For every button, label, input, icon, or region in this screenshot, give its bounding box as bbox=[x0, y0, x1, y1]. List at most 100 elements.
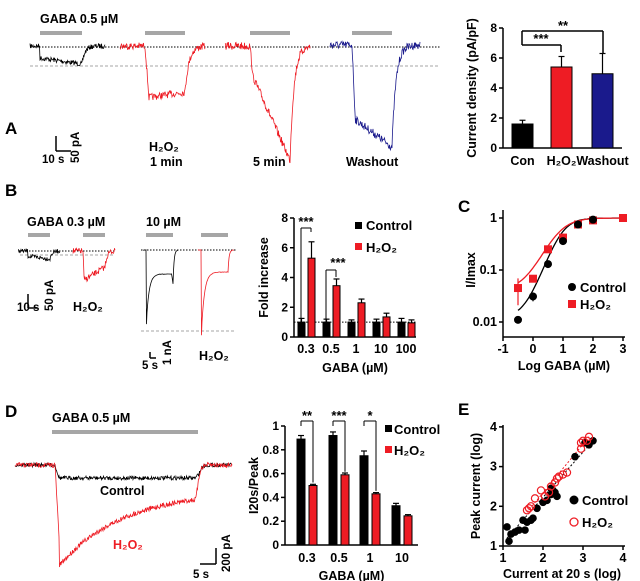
b-bar-h2o2 bbox=[357, 302, 366, 338]
b-bar-control bbox=[297, 321, 306, 338]
b-chart-y-tick-label: 8 bbox=[281, 211, 288, 225]
d-legend-h2o2-marker bbox=[385, 446, 392, 453]
a-x-tick-label: Con bbox=[510, 154, 534, 168]
d-x-tick-label: 0.3 bbox=[298, 551, 315, 565]
c-point-h2o2 bbox=[514, 284, 522, 293]
d-chart-y-tick-label: 0.6 bbox=[262, 467, 279, 481]
b-bar-control bbox=[347, 321, 356, 338]
a-5min-label: 5 min bbox=[253, 155, 286, 169]
b-chart-y-tick-label: 2 bbox=[281, 300, 288, 314]
c-point-control bbox=[529, 292, 537, 301]
d-chart-y-label: I20s/Peak bbox=[247, 457, 261, 514]
e-point-control bbox=[515, 526, 523, 534]
c-legend-control-label: Control bbox=[580, 280, 626, 295]
b-stimulus-low-label: GABA 0.3 µM bbox=[27, 215, 105, 229]
e-point-h2o2 bbox=[562, 468, 572, 477]
c-point-control bbox=[514, 315, 522, 324]
c-y-tick-label: 0.01 bbox=[473, 315, 497, 329]
d-stimulus-label: GABA 0.5 µM bbox=[52, 411, 130, 425]
b-sig-label-1: *** bbox=[298, 214, 314, 229]
a-scale-current: 50 pA bbox=[70, 132, 82, 163]
d-chart-y-tick-label: 0.8 bbox=[262, 443, 279, 457]
e-point-control bbox=[521, 526, 529, 534]
d-bar-h2o2 bbox=[308, 485, 318, 546]
c-legend-h2o2-label: H₂O₂ bbox=[580, 297, 611, 312]
e-point-h2o2 bbox=[524, 504, 534, 513]
d-sig-2-label: *** bbox=[331, 408, 347, 423]
e-point-h2o2 bbox=[576, 444, 586, 453]
d-x-tick-label: 10 bbox=[395, 551, 409, 565]
a-trace-control bbox=[29, 42, 106, 67]
c-x-tick-label: 1 bbox=[560, 342, 567, 356]
e-y-tick-label: 1 bbox=[490, 539, 497, 553]
b-bar-h2o2 bbox=[307, 257, 316, 338]
panel-label-d: D bbox=[5, 402, 17, 421]
b-bar-control bbox=[397, 321, 406, 338]
e-y-label: Peak current (log) bbox=[469, 433, 483, 539]
e-point-control bbox=[547, 484, 555, 493]
a-sig-label-2: ** bbox=[558, 18, 569, 33]
a-stim-bar-1min bbox=[145, 31, 185, 35]
d-scale-current: 200 pA bbox=[221, 534, 233, 572]
d-bar-h2o2 bbox=[371, 493, 381, 546]
b-x-tick-label: 0.5 bbox=[322, 342, 339, 356]
a-1min-label: 1 min bbox=[150, 155, 183, 169]
b-h2o2-low-label: H₂O₂ bbox=[73, 300, 103, 314]
c-point-h2o2 bbox=[529, 274, 537, 283]
b-chart-y-tick-label: 6 bbox=[281, 241, 288, 255]
c-point-control bbox=[559, 237, 567, 246]
e-point-control bbox=[589, 436, 597, 445]
c-y-tick-label: 1 bbox=[490, 211, 497, 225]
a-bar-0 bbox=[511, 123, 534, 149]
e-point-control bbox=[571, 452, 579, 461]
e-legend-h2o2-marker bbox=[569, 517, 579, 527]
e-x-tick-label: 1 bbox=[500, 551, 507, 565]
a-chart-y-tick-label: 6 bbox=[490, 51, 497, 65]
e-y-tick-label: 4 bbox=[490, 420, 497, 434]
b-stim-bar-h2o2-high bbox=[201, 233, 228, 237]
b-chart-y-label: Fold increase bbox=[257, 237, 271, 318]
a-chart-y-tick-label: 4 bbox=[490, 81, 497, 95]
d-bar-control bbox=[359, 455, 369, 546]
e-legend-control-label: Control bbox=[582, 493, 628, 508]
e-point-control bbox=[543, 496, 551, 505]
e-x-tick-label: 4 bbox=[620, 551, 627, 565]
c-x-tick-label: 0 bbox=[530, 342, 537, 356]
e-x-label: Current at 20 s (log) bbox=[503, 567, 621, 581]
e-point-h2o2 bbox=[530, 494, 540, 503]
d-bar-h2o2 bbox=[340, 474, 350, 546]
d-stim-bar bbox=[52, 430, 198, 434]
b-x-tick-label: 10 bbox=[374, 342, 388, 356]
e-legend-control-marker bbox=[569, 495, 579, 505]
d-scale-time: 5 s bbox=[193, 569, 209, 581]
c-x-tick-label: -1 bbox=[497, 342, 508, 356]
e-point-h2o2 bbox=[576, 438, 586, 447]
a-trace-h2o2-1min bbox=[119, 41, 206, 101]
d-trace-h2o2 bbox=[14, 461, 233, 568]
panel-label-e: E bbox=[458, 400, 469, 419]
b-scale-current-high: 1 nA bbox=[162, 340, 174, 365]
d-h2o2-trace-label: H₂O₂ bbox=[113, 538, 143, 552]
d-chart-y-tick-label: 0.2 bbox=[262, 514, 279, 528]
e-point-h2o2 bbox=[582, 436, 592, 445]
c-x-tick-label: 2 bbox=[590, 342, 597, 356]
d-x-tick-label: 0.5 bbox=[330, 551, 347, 565]
a-h2o2-label: H₂O₂ bbox=[149, 140, 179, 154]
b-bar-h2o2 bbox=[382, 316, 391, 338]
a-scale-time: 10 s bbox=[42, 154, 64, 166]
a-x-tick-label: H₂O₂ bbox=[547, 154, 577, 168]
b-scale-time-high: 5 s bbox=[142, 360, 158, 372]
d-control-trace-label: Control bbox=[100, 484, 144, 498]
a-washout-label: Washout bbox=[346, 155, 399, 169]
a-chart-y-tick-label: 8 bbox=[490, 21, 497, 35]
c-legend-control-marker bbox=[568, 283, 576, 291]
d-chart-x-label: GABA (µM) bbox=[319, 569, 385, 581]
e-point-h2o2 bbox=[552, 474, 562, 483]
c-point-control bbox=[574, 220, 582, 229]
a-bar-2 bbox=[591, 73, 614, 149]
panel-label-b: B bbox=[5, 181, 17, 200]
a-trace-h2o2-5min bbox=[224, 41, 311, 164]
e-point-control bbox=[553, 492, 561, 501]
d-x-tick-label: 1 bbox=[367, 551, 374, 565]
